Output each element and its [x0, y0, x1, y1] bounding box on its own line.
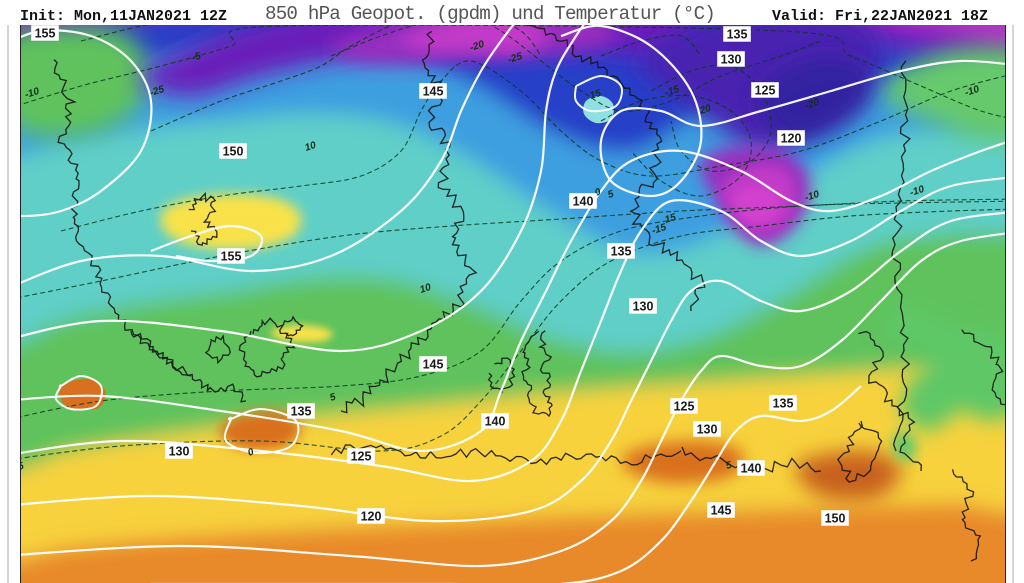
svg-text:145: 145	[711, 504, 732, 518]
svg-text:120: 120	[781, 132, 802, 146]
svg-text:155: 155	[221, 250, 242, 264]
svg-text:145: 145	[423, 358, 444, 372]
svg-text:125: 125	[674, 400, 695, 414]
svg-text:135: 135	[291, 405, 312, 419]
svg-text:135: 135	[611, 245, 632, 259]
svg-text:135: 135	[727, 28, 748, 42]
svg-text:135: 135	[773, 397, 794, 411]
svg-text:120: 120	[361, 510, 382, 524]
svg-text:150: 150	[223, 145, 244, 159]
svg-text:125: 125	[755, 84, 776, 98]
svg-text:130: 130	[169, 445, 190, 459]
svg-text:145: 145	[423, 85, 444, 99]
svg-text:140: 140	[741, 462, 762, 476]
svg-text:140: 140	[485, 415, 506, 429]
svg-text:150: 150	[825, 512, 846, 526]
svg-text:125: 125	[351, 450, 372, 464]
svg-text:130: 130	[633, 300, 654, 314]
svg-text:140: 140	[573, 195, 594, 209]
svg-text:130: 130	[697, 423, 718, 437]
svg-text:130: 130	[721, 53, 742, 67]
